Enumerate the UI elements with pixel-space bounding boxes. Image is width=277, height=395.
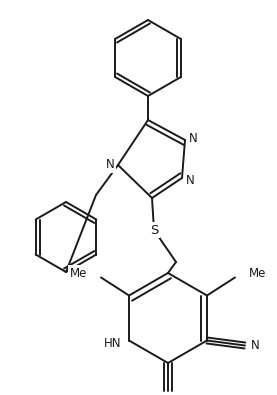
Text: N: N xyxy=(106,158,114,171)
Text: N: N xyxy=(251,339,259,352)
Text: N: N xyxy=(186,173,194,186)
Text: Me: Me xyxy=(249,267,266,280)
Text: HN: HN xyxy=(104,337,122,350)
Text: Me: Me xyxy=(70,267,87,280)
Text: S: S xyxy=(150,224,158,237)
Text: N: N xyxy=(189,132,198,145)
